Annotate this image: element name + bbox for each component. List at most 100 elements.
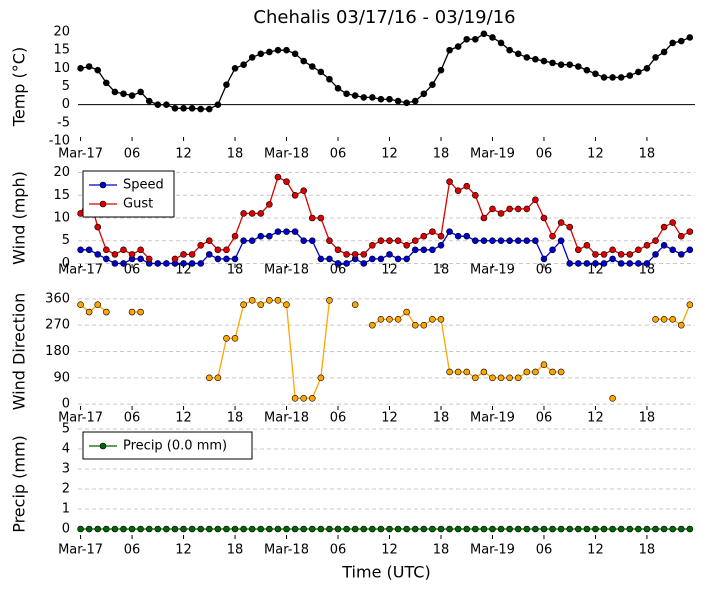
data-point [420, 90, 428, 98]
data-point [214, 246, 222, 254]
data-point [317, 68, 325, 76]
data-point [660, 316, 668, 323]
data-point [369, 321, 376, 329]
y-tick-label: 15 [53, 43, 70, 58]
data-point [686, 246, 694, 254]
data-point [394, 237, 402, 245]
data-point [308, 214, 316, 222]
y-axis-label: Temp (°C) [10, 47, 29, 127]
data-point [489, 374, 496, 382]
data-point [506, 525, 513, 533]
x-tick-label: 06 [124, 411, 141, 426]
data-point [566, 61, 574, 68]
y-tick-label: 270 [45, 318, 70, 333]
data-point [557, 368, 565, 376]
x-tick-label: 12 [587, 147, 604, 162]
x-tick-label: 12 [175, 411, 192, 426]
data-point [506, 46, 513, 54]
data-point [214, 525, 222, 533]
y-tick-label: 90 [53, 370, 70, 385]
data-point [197, 260, 205, 267]
data-point [317, 214, 325, 222]
data-point [137, 88, 144, 96]
data-point [163, 525, 170, 533]
x-tick-label: 06 [536, 543, 553, 558]
data-point [326, 255, 333, 263]
data-point [120, 90, 127, 98]
data-point [523, 368, 531, 376]
x-tick-label: 06 [124, 543, 141, 558]
x-tick-label: Mar-18 [264, 263, 309, 278]
data-point [94, 251, 102, 258]
data-point [566, 525, 574, 533]
data-point [437, 241, 445, 249]
data-point [403, 308, 410, 316]
y-tick-label: 0 [62, 522, 70, 537]
data-point [103, 79, 110, 87]
data-point [532, 55, 539, 63]
data-point [154, 101, 162, 108]
data-point [617, 525, 625, 533]
data-point [592, 251, 599, 258]
data-point [626, 260, 634, 267]
data-point [180, 525, 187, 533]
data-point [489, 525, 496, 533]
data-point [240, 301, 247, 309]
data-point [652, 525, 659, 533]
x-tick-label: 12 [587, 543, 604, 558]
x-tick-label: 12 [587, 411, 604, 426]
data-point [446, 368, 453, 376]
data-point [291, 191, 299, 199]
data-point [626, 72, 634, 79]
data-point [506, 205, 513, 213]
data-point [489, 34, 496, 41]
data-point [600, 74, 608, 81]
data-point [257, 525, 265, 533]
data-point [660, 48, 668, 56]
data-point [600, 525, 608, 533]
data-point [514, 205, 522, 213]
data-point [592, 525, 599, 533]
data-point [523, 237, 531, 245]
data-point [266, 525, 273, 533]
data-point [223, 335, 230, 342]
data-point [626, 525, 634, 533]
data-point [351, 301, 359, 309]
data-point [283, 301, 290, 309]
data-point [437, 316, 445, 323]
data-point [480, 30, 488, 38]
data-point [103, 246, 110, 254]
data-point [188, 105, 196, 112]
data-point [343, 525, 350, 533]
y-tick-label: 10 [53, 211, 70, 226]
data-point [377, 525, 385, 533]
y-axis-label: Wind (mph) [10, 171, 29, 265]
y-axis-label: Wind Direction [10, 293, 29, 411]
y-tick-label: 5 [62, 233, 70, 248]
y-tick-label: 0 [62, 256, 70, 271]
y-tick-label: 1 [62, 502, 70, 517]
data-point [257, 50, 265, 58]
data-point [463, 232, 471, 240]
y-tick-label: -10 [49, 134, 70, 149]
y-tick-label: 180 [45, 344, 70, 359]
data-point [472, 35, 479, 43]
data-point [643, 525, 651, 533]
data-point [480, 525, 488, 533]
x-tick-label: 12 [587, 263, 604, 278]
x-tick-label: 06 [124, 263, 141, 278]
data-point [223, 81, 230, 88]
x-tick-label: Mar-17 [58, 147, 103, 162]
data-point [137, 525, 144, 533]
data-point [377, 95, 385, 103]
x-tick-label: Mar-18 [264, 411, 309, 426]
data-point [532, 196, 539, 204]
data-point [497, 210, 505, 217]
data-point [214, 374, 222, 382]
data-point [137, 308, 144, 316]
data-point [145, 525, 153, 533]
series-line [371, 311, 562, 379]
x-tick-label: 18 [639, 263, 656, 278]
data-point [394, 97, 402, 105]
y-tick-label: 10 [53, 61, 70, 76]
